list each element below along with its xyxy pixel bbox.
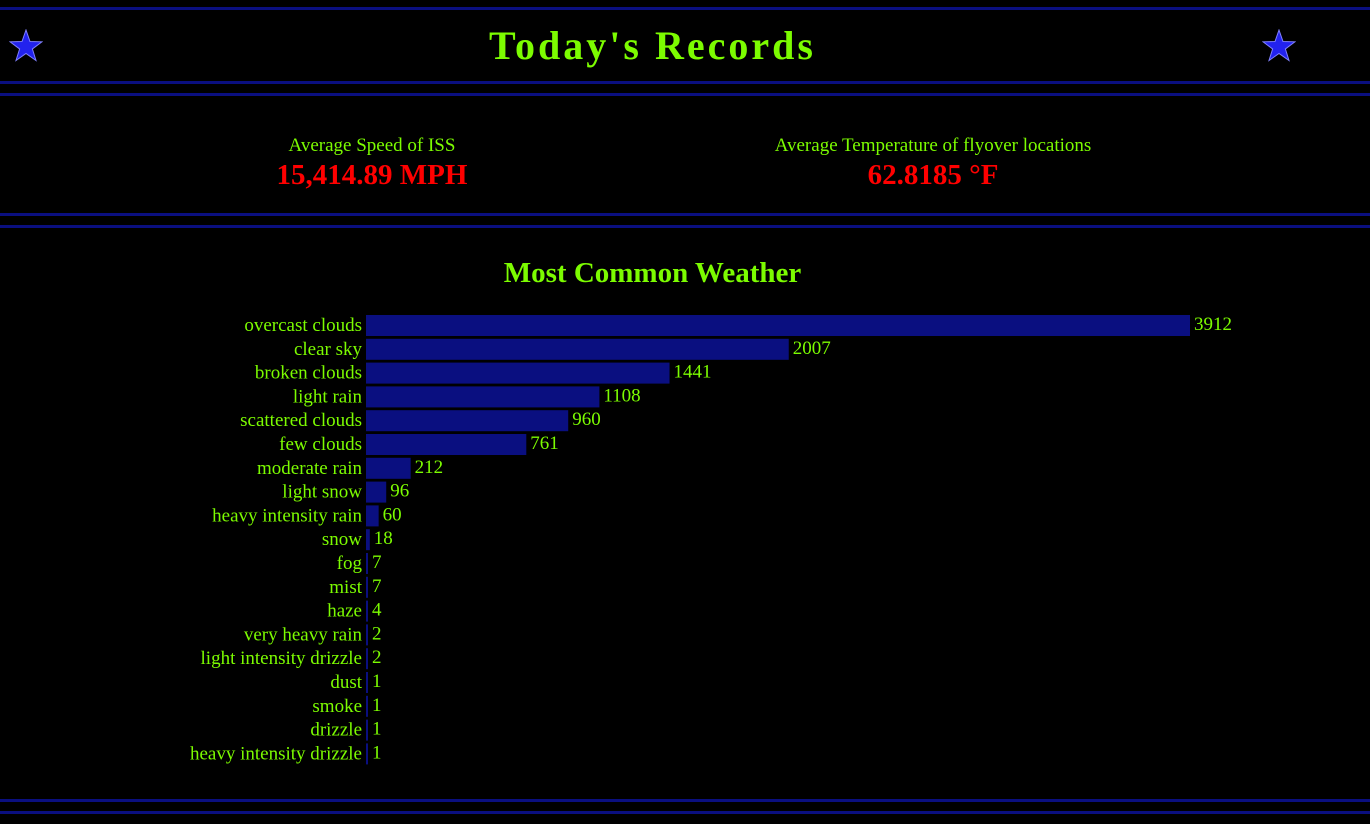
category-label-scattered-clouds: scattered clouds (240, 410, 362, 431)
value-label-light-snow: 96 (390, 481, 409, 502)
bar-few-clouds (366, 434, 527, 455)
value-label-smoke: 1 (372, 695, 382, 716)
value-label-drizzle: 1 (372, 719, 382, 740)
bar-fog (366, 553, 368, 574)
value-label-scattered-clouds: 960 (572, 409, 601, 430)
page-title: Today's Records (489, 23, 816, 68)
value-label-fog: 7 (372, 552, 382, 573)
header-top-rule (0, 7, 1370, 10)
stat-iss-speed-value: 15,414.89 MPH (276, 159, 468, 191)
star-icon-shape (9, 29, 43, 62)
stat-iss-speed: Average Speed of ISS 15,414.89 MPH (222, 134, 522, 192)
bar-very-heavy-rain (366, 624, 368, 646)
category-label-snow: snow (322, 529, 362, 550)
category-label-fog: fog (337, 553, 363, 574)
value-label-snow: 18 (374, 528, 393, 549)
header-bottom-rule (0, 81, 1370, 84)
footer-top-rule (0, 799, 1370, 802)
bar-dust (366, 672, 368, 693)
value-label-dust: 1 (372, 671, 382, 692)
bar-broken-clouds (366, 362, 670, 384)
category-label-smoke: smoke (312, 696, 362, 717)
value-label-haze: 4 (372, 600, 382, 621)
bar-heavy-intensity-rain (366, 505, 379, 527)
chart-top-rule (0, 225, 1370, 228)
bar-clear-sky (366, 338, 789, 360)
bar-heavy-intensity-drizzle (366, 743, 368, 765)
value-label-moderate-rain: 212 (415, 457, 444, 478)
value-label-overcast-clouds: 3912 (1194, 314, 1232, 335)
stats-top-rule (0, 93, 1370, 96)
category-label-overcast-clouds: overcast clouds (244, 315, 362, 336)
value-label-mist: 7 (372, 576, 382, 597)
category-label-clear-sky: clear sky (294, 339, 363, 360)
star-icon-shape (1262, 29, 1296, 62)
bar-smoke (366, 695, 368, 717)
weather-bar-chart: overcast clouds 3912 clear sky 2007 broken c… (190, 314, 1232, 765)
stats-bottom-rule (0, 213, 1370, 216)
bar-light-intensity-drizzle (366, 648, 368, 670)
footer-bottom-rule (0, 811, 1370, 814)
bar-overcast-clouds (366, 315, 1190, 336)
star-icon (1262, 29, 1296, 62)
bar-drizzle (366, 719, 368, 741)
value-label-light-rain: 1108 (603, 385, 640, 406)
value-label-heavy-intensity-drizzle: 1 (372, 742, 382, 763)
stat-flyover-temperature-label: Average Temperature of flyover locations (774, 135, 1092, 156)
stat-iss-speed-label: Average Speed of ISS (288, 135, 456, 156)
stat-flyover-temperature-value: 62.8185 °F (867, 159, 999, 191)
category-label-very-heavy-rain: very heavy rain (244, 624, 363, 645)
category-label-mist: mist (329, 577, 362, 598)
value-label-very-heavy-rain: 2 (372, 623, 382, 644)
category-label-few-clouds: few clouds (279, 434, 362, 455)
value-label-clear-sky: 2007 (793, 338, 831, 359)
category-label-heavy-intensity-drizzle: heavy intensity drizzle (190, 743, 362, 764)
bar-mist (366, 576, 368, 598)
category-label-moderate-rain: moderate rain (257, 458, 362, 479)
chart-title: Most Common Weather (503, 257, 802, 289)
category-label-dust: dust (330, 672, 362, 693)
bar-moderate-rain (366, 457, 411, 479)
value-label-light-intensity-drizzle: 2 (372, 647, 382, 668)
bar-scattered-clouds (366, 410, 569, 432)
bar-haze (366, 600, 368, 622)
category-label-haze: haze (327, 601, 362, 622)
stat-flyover-temperature: Average Temperature of flyover locations… (733, 134, 1133, 192)
value-label-heavy-intensity-rain: 60 (383, 504, 402, 525)
category-label-light-intensity-drizzle: light intensity drizzle (201, 648, 362, 669)
star-icon (9, 29, 43, 62)
bar-snow (366, 529, 370, 551)
category-label-heavy-intensity-rain: heavy intensity rain (212, 505, 362, 526)
bar-light-rain (366, 386, 600, 408)
value-label-broken-clouds: 1441 (674, 362, 712, 383)
category-label-light-snow: light snow (282, 482, 362, 503)
category-label-drizzle: drizzle (310, 720, 362, 741)
category-label-light-rain: light rain (293, 386, 363, 407)
value-label-few-clouds: 761 (530, 433, 559, 454)
category-label-broken-clouds: broken clouds (255, 363, 362, 384)
bar-light-snow (366, 481, 387, 503)
